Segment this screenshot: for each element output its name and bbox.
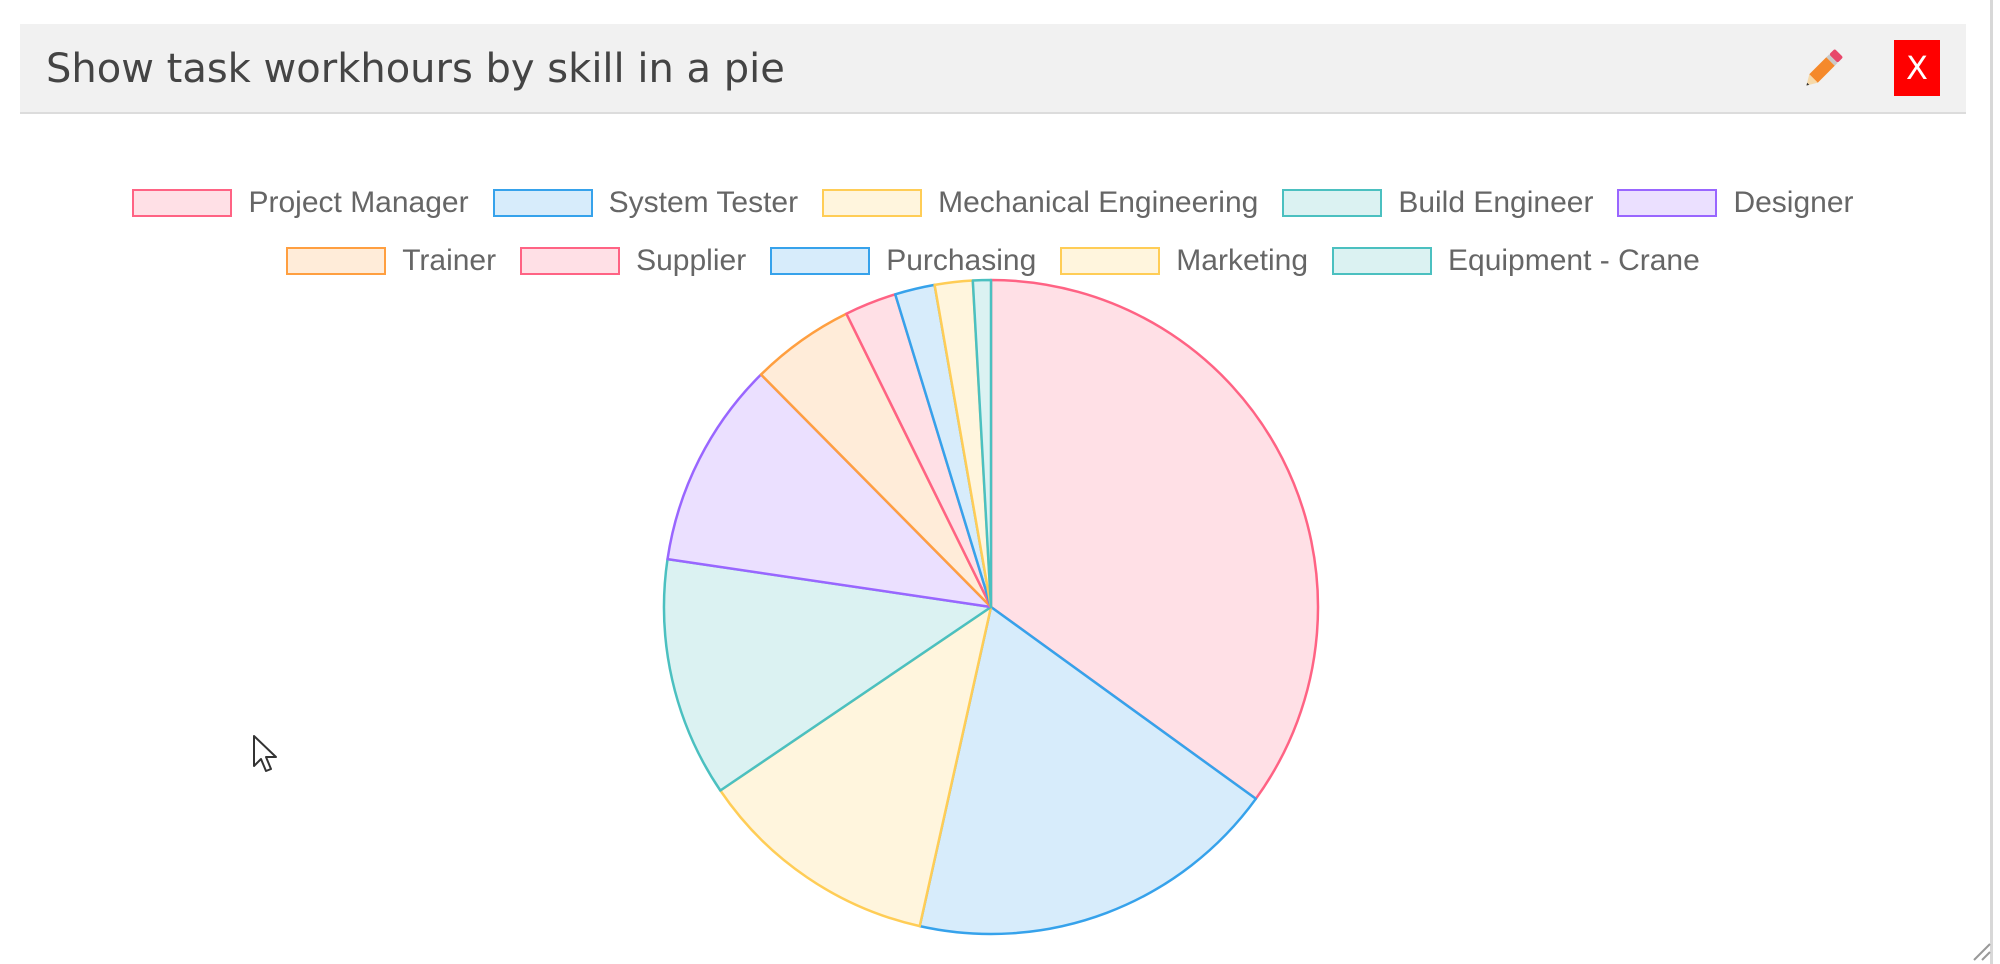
legend-item[interactable]: Trainer [286, 244, 496, 278]
legend-swatch [286, 247, 387, 275]
chart-legend: Project Manager System Tester Mechanical E… [20, 174, 1966, 290]
legend-item[interactable]: System Tester [492, 186, 799, 220]
legend-item[interactable]: Mechanical Engineering [822, 186, 1258, 220]
legend-item[interactable]: Supplier [520, 244, 746, 278]
pie-slice[interactable] [971, 278, 993, 609]
legend-label: Equipment - Crane [1448, 244, 1700, 277]
legend-row: Project Manager System Tester Mechanical E… [20, 174, 1966, 232]
window-titlebar: Show task workhours by skill in a pie X [20, 24, 1966, 114]
legend-item[interactable]: Designer [1617, 186, 1854, 220]
legend-item[interactable]: Purchasing [770, 244, 1036, 278]
legend-item[interactable]: Marketing [1060, 244, 1308, 278]
pie-slice[interactable] [918, 605, 1258, 936]
resize-grip-icon[interactable] [1970, 940, 1992, 962]
pie-slice[interactable] [989, 278, 1320, 801]
legend-swatch [1282, 189, 1383, 217]
scrollbar[interactable] [1990, 0, 1993, 964]
legend-label: Mechanical Engineering [938, 186, 1259, 219]
legend-row: Trainer Supplier Purchasing Marketing Equipm… [20, 232, 1966, 290]
legend-swatch [1332, 247, 1432, 275]
legend-swatch [492, 189, 593, 217]
legend-label: Designer [1733, 186, 1854, 219]
legend-label: Build Engineer [1398, 186, 1594, 219]
pie-slice[interactable] [662, 557, 993, 792]
legend-swatch [132, 189, 233, 217]
mouse-cursor-icon [253, 735, 277, 772]
legend-label: System Tester [608, 186, 799, 219]
legend-swatch [520, 247, 621, 275]
legend-item[interactable]: Project Manager [132, 186, 469, 220]
legend-swatch [1617, 189, 1718, 217]
legend-item[interactable]: Equipment - Crane [1332, 244, 1700, 278]
legend-label: Supplier [636, 244, 747, 277]
pencil-icon [1806, 49, 1843, 86]
legend-swatch [822, 189, 923, 217]
legend-label: Project Manager [248, 186, 469, 219]
window-title: Show task workhours by skill in a pie [46, 46, 785, 92]
legend-label: Marketing [1176, 244, 1308, 277]
legend-swatch [770, 247, 871, 275]
legend-label: Trainer [402, 244, 497, 277]
pie-slice[interactable] [666, 373, 993, 609]
edit-button[interactable] [1796, 44, 1848, 96]
pie-slice[interactable] [719, 605, 993, 928]
legend-label: Purchasing [886, 244, 1037, 277]
legend-item[interactable]: Build Engineer [1282, 186, 1593, 220]
close-button[interactable]: X [1894, 40, 1940, 96]
legend-swatch [1060, 247, 1161, 275]
